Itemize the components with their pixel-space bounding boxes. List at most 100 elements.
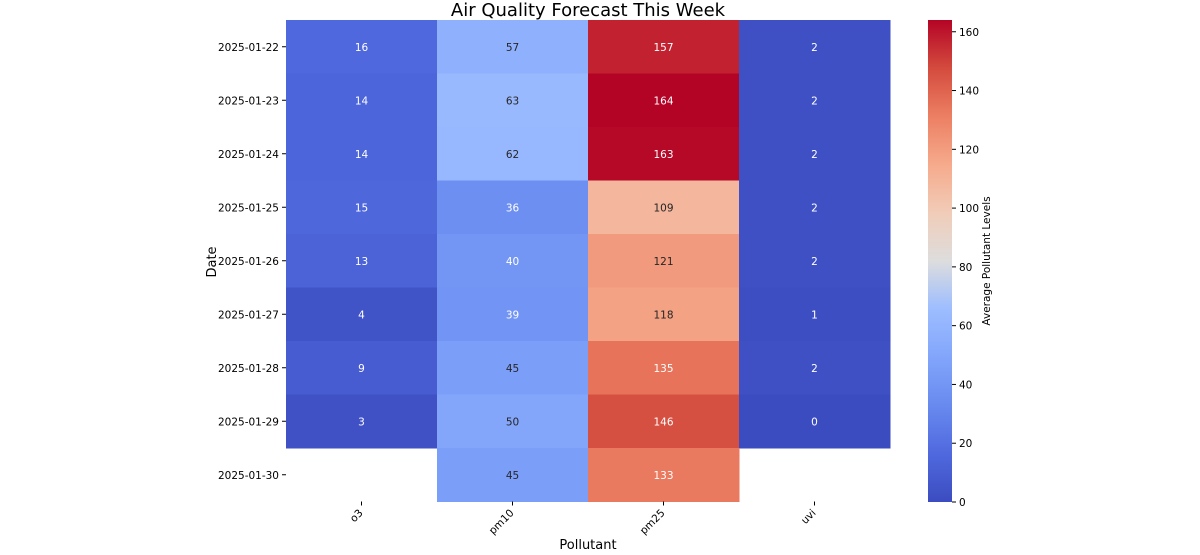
- cell-value-label: 163: [653, 149, 673, 161]
- y-tick-labels: 2025-01-22 2025-01-23 2025-01-24 2025-01-25…: [218, 42, 286, 482]
- y-tick-label: 2025-01-27: [218, 309, 279, 321]
- heatmap-cell: [588, 180, 740, 235]
- y-tick-label: 2025-01-29: [218, 416, 279, 428]
- y-tick-label: 2025-01-22: [218, 42, 279, 54]
- cell-value-label: 16: [355, 42, 369, 54]
- heatmap-cell: [437, 341, 589, 395]
- heatmap-cell: [286, 341, 438, 395]
- heatmap-cell: [286, 287, 438, 342]
- heatmap-cell: [437, 20, 589, 74]
- cell-value-label: 45: [506, 363, 519, 375]
- heatmap-cell: [588, 73, 740, 128]
- cell-value-label: 14: [355, 95, 369, 107]
- colorbar-tick-label: 100: [959, 203, 979, 215]
- cell-value-label: 118: [653, 309, 673, 321]
- colorbar-tick-label: 0: [959, 497, 966, 509]
- heatmap-cell: [437, 180, 589, 235]
- x-tick-labels: o3 pm10 pm25 uvi: [348, 501, 819, 537]
- cell-value-label: 9: [358, 363, 365, 375]
- x-axis-label: Pollutant: [559, 538, 616, 551]
- heatmap-cell: [588, 341, 740, 395]
- cell-value-label: 2: [811, 202, 818, 214]
- colorbar: [928, 20, 952, 502]
- cell-value-label: 146: [653, 416, 673, 428]
- cell-value-label: 14: [355, 149, 369, 161]
- heatmap-cell: [437, 394, 589, 449]
- y-tick-label: 2025-01-28: [218, 363, 279, 375]
- heatmap-cell: [739, 234, 891, 288]
- heatmap-cell: [739, 287, 891, 342]
- cell-value-label: 13: [355, 256, 368, 268]
- heatmap-cell: [437, 234, 589, 288]
- heatmap-cell: [588, 20, 740, 74]
- heatmap-cell: [588, 234, 740, 288]
- cell-value-label: 2: [811, 42, 818, 54]
- cell-value-label: 63: [506, 95, 519, 107]
- heatmap-cell: [588, 287, 740, 342]
- cell-value-label: 50: [506, 416, 519, 428]
- heatmap-cells: 16 57 157 214 63 164 214 62 163 215 36 109 213 40 121 2…: [286, 20, 891, 502]
- colorbar-tick-label: 40: [959, 379, 972, 391]
- cell-value-label: 157: [653, 42, 673, 54]
- heatmap-cell: [588, 394, 740, 449]
- colorbar-ticks: 0 20 40 60 80 100 120 140 160: [952, 27, 979, 509]
- heatmap-cell: [437, 73, 589, 128]
- y-axis-label: Date: [205, 246, 220, 277]
- cell-value-label: 4: [358, 309, 365, 321]
- cell-value-label: 121: [653, 256, 673, 268]
- heatmap-cell: [286, 394, 438, 449]
- cell-value-label: 1: [811, 309, 818, 321]
- cell-value-label: 45: [506, 470, 519, 482]
- y-tick-label: 2025-01-24: [218, 149, 279, 161]
- heatmap-cell: [286, 234, 438, 288]
- cell-value-label: 133: [653, 470, 673, 482]
- colorbar-tick-label: 80: [959, 262, 972, 274]
- heatmap-cell: [739, 73, 891, 128]
- heatmap-cell: [588, 127, 740, 181]
- heatmap-cell: [437, 287, 589, 342]
- x-tick-label: o3: [348, 507, 366, 525]
- heatmap-cell: [588, 448, 740, 502]
- heatmap-cell: [437, 448, 589, 502]
- heatmap-cell: [739, 127, 891, 181]
- cell-value-label: 2: [811, 95, 818, 107]
- heatmap-cell: [286, 127, 438, 181]
- x-tick-label: pm10: [487, 507, 517, 537]
- cell-value-label: 15: [355, 202, 368, 214]
- cell-value-label: 2: [811, 149, 818, 161]
- colorbar-tick-label: 140: [959, 86, 979, 98]
- cell-value-label: 135: [653, 363, 673, 375]
- cell-value-label: 2: [811, 256, 818, 268]
- colorbar-tick-label: 120: [959, 144, 979, 156]
- cell-value-label: 40: [506, 256, 519, 268]
- y-tick-label: 2025-01-26: [218, 256, 279, 268]
- heatmap-cell: [739, 20, 891, 74]
- cell-value-label: 57: [506, 42, 519, 54]
- colorbar-tick-label: 60: [959, 321, 972, 333]
- colorbar-tick-label: 160: [959, 27, 979, 39]
- cell-value-label: 3: [358, 416, 365, 428]
- y-tick-label: 2025-01-30: [218, 470, 279, 482]
- heatmap-cell: [286, 73, 438, 128]
- chart-title: Air Quality Forecast This Week: [451, 0, 726, 21]
- cell-value-label: 36: [506, 202, 520, 214]
- heatmap-cell: [739, 394, 891, 449]
- heatmap-cell: [286, 20, 438, 74]
- y-tick-label: 2025-01-25: [218, 202, 279, 214]
- heatmap-cell: [739, 180, 891, 235]
- x-tick-label: pm25: [638, 507, 668, 537]
- heatmap-cell: [437, 127, 589, 181]
- cell-value-label: 62: [506, 149, 519, 161]
- colorbar-label: Average Pollutant Levels: [981, 196, 993, 325]
- colorbar-tick-label: 20: [959, 438, 972, 450]
- cell-value-label: 164: [653, 95, 673, 107]
- cell-value-label: 0: [811, 416, 818, 428]
- cell-value-label: 109: [653, 202, 673, 214]
- y-tick-label: 2025-01-23: [218, 95, 279, 107]
- heatmap-cell: [286, 180, 438, 235]
- heatmap-cell: [739, 341, 891, 395]
- cell-value-label: 39: [506, 309, 519, 321]
- cell-value-label: 2: [811, 363, 818, 375]
